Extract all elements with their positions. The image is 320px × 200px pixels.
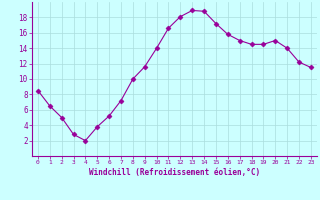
X-axis label: Windchill (Refroidissement éolien,°C): Windchill (Refroidissement éolien,°C) [89,168,260,177]
